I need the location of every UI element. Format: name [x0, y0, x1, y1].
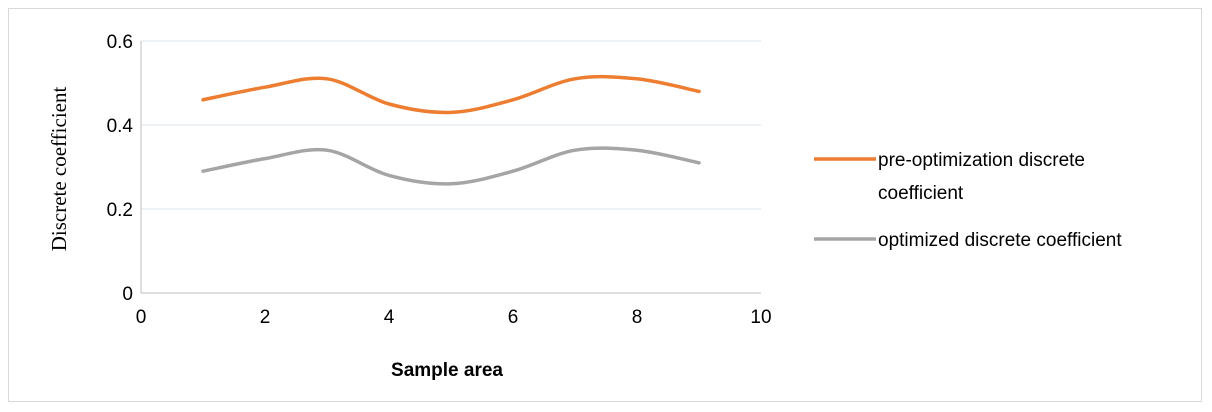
- x-tick-label: 8: [632, 307, 643, 328]
- tick-label-layer: 0 0.2 0.4 0.6 0 2 4 6 8 10: [107, 32, 772, 328]
- legend-label-1: pre-optimization discrete: [878, 150, 1085, 171]
- series-line-2: [201, 146, 701, 186]
- legend: pre-optimization discrete coefficient opti…: [814, 150, 1122, 251]
- line-chart: 0 0.2 0.4 0.6 0 2 4 6 8 10 Discrete coefficient S…: [47, 32, 1122, 381]
- series-line-1: [201, 74, 701, 115]
- y-tick-label: 0.4: [107, 116, 134, 137]
- x-axis-label: Sample area: [391, 360, 503, 381]
- x-tick-label: 0: [136, 307, 147, 328]
- x-tick-label: 10: [750, 307, 771, 328]
- legend-label-2: optimized discrete coefficient: [878, 230, 1122, 251]
- y-tick-label: 0.2: [107, 200, 133, 221]
- axis-layer: [140, 41, 761, 294]
- legend-label-1: coefficient: [878, 183, 964, 204]
- x-tick-label: 4: [384, 307, 395, 328]
- series-layer: [201, 74, 701, 186]
- y-tick-label: 0.6: [107, 32, 133, 53]
- x-tick-label: 2: [260, 307, 271, 328]
- grid-layer: [141, 40, 761, 210]
- y-tick-label: 0: [122, 284, 133, 305]
- chart-frame: 0 0.2 0.4 0.6 0 2 4 6 8 10 Discrete coefficient S…: [8, 8, 1202, 402]
- y-axis-label: Discrete coefficient: [47, 87, 71, 252]
- x-tick-label: 6: [508, 307, 519, 328]
